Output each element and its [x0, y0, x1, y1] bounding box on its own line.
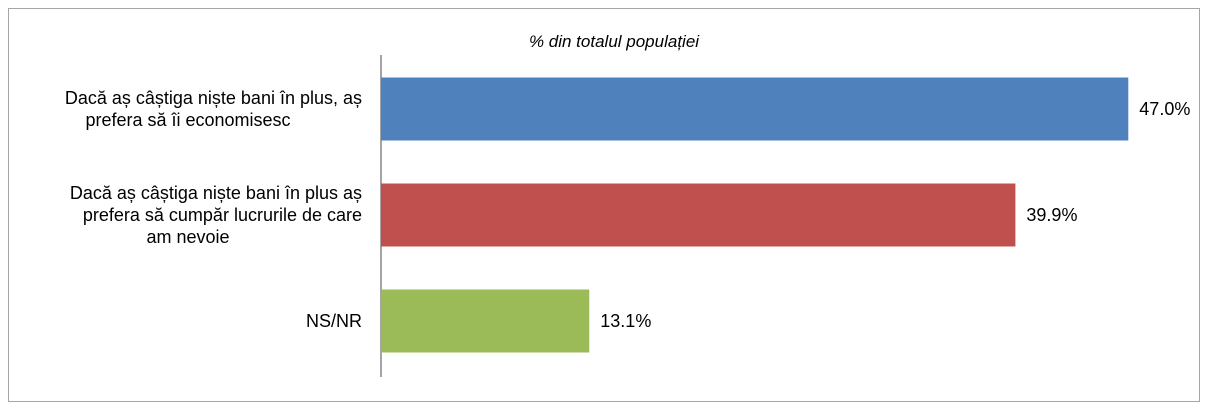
category-label-2: Dacă aș câștiga niște bani în plus aș pre… [70, 183, 362, 247]
labels-group: 47.0% Dacă aș câștiga niște bani în plus,… [65, 88, 1191, 331]
category-label-1: Dacă aș câștiga niște bani în plus, aș pr… [65, 88, 362, 130]
category-label-line: NS/NR [306, 311, 362, 331]
chart-subtitle: % din totalul populației [529, 32, 700, 51]
category-label-line: Dacă aș câștiga niște bani în plus, aș [65, 88, 362, 108]
category-label-line: prefera să cumpăr lucrurile de care [83, 205, 362, 225]
data-label-3: 13.1% [600, 311, 651, 331]
bar-3 [381, 289, 590, 353]
data-label-2: 39.9% [1026, 205, 1077, 225]
data-label-1: 47.0% [1139, 99, 1190, 119]
bar-2 [381, 183, 1016, 247]
category-label-line: am nevoie [146, 227, 229, 247]
bars-group [381, 77, 1129, 353]
category-label-line: Dacă aș câștiga niște bani în plus aș [70, 183, 362, 203]
category-label-3: NS/NR [306, 311, 362, 331]
bar-1 [381, 77, 1129, 141]
category-label-line: prefera să îi economisesc [85, 110, 290, 130]
